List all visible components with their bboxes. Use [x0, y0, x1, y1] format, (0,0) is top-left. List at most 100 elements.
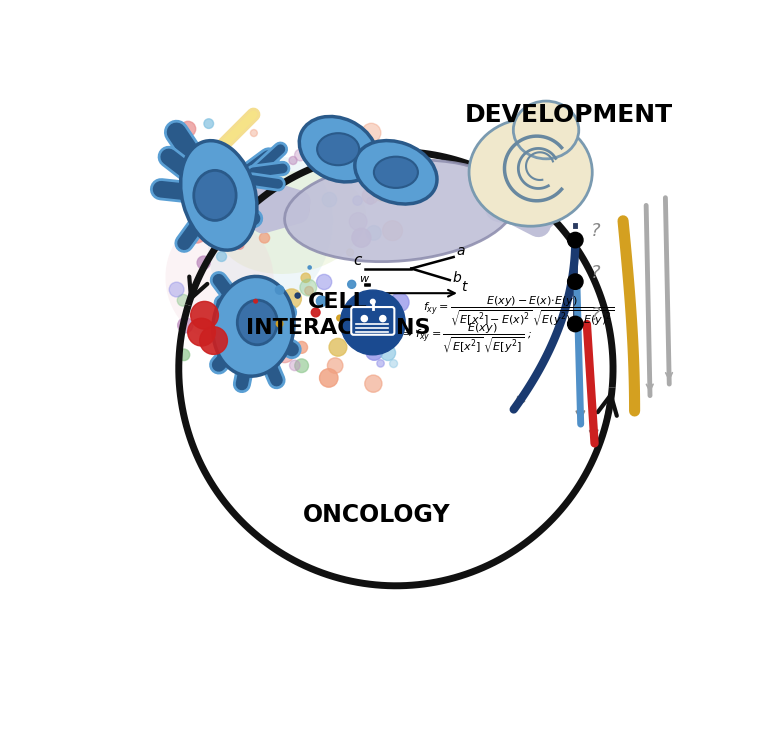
Circle shape [237, 210, 254, 226]
Circle shape [254, 299, 257, 303]
Circle shape [289, 360, 300, 371]
Ellipse shape [208, 157, 333, 310]
Circle shape [362, 123, 381, 142]
FancyBboxPatch shape [351, 307, 395, 335]
Circle shape [305, 286, 314, 295]
Circle shape [261, 356, 271, 365]
Ellipse shape [317, 133, 359, 165]
Circle shape [317, 296, 327, 307]
Circle shape [250, 174, 263, 187]
Circle shape [317, 274, 332, 290]
Circle shape [295, 149, 307, 161]
Circle shape [374, 185, 390, 201]
Circle shape [275, 285, 284, 294]
Circle shape [366, 343, 383, 361]
Text: a: a [456, 245, 464, 258]
Circle shape [322, 192, 337, 207]
Circle shape [250, 129, 257, 137]
Circle shape [217, 252, 226, 261]
Circle shape [344, 128, 356, 139]
Circle shape [187, 223, 207, 243]
Circle shape [177, 294, 189, 306]
Text: ?: ? [590, 264, 600, 282]
Circle shape [368, 333, 371, 337]
Circle shape [282, 289, 301, 308]
Circle shape [381, 345, 395, 361]
Circle shape [377, 360, 385, 367]
Circle shape [295, 359, 308, 372]
Ellipse shape [469, 118, 592, 226]
Circle shape [394, 161, 406, 174]
Circle shape [204, 119, 214, 128]
Ellipse shape [181, 141, 257, 250]
Text: ?: ? [590, 222, 600, 240]
Circle shape [180, 121, 196, 137]
Text: w: w [359, 274, 368, 285]
Circle shape [196, 216, 211, 231]
Circle shape [340, 290, 405, 355]
Circle shape [352, 228, 371, 247]
Ellipse shape [213, 277, 294, 376]
Ellipse shape [237, 300, 278, 345]
Circle shape [370, 293, 381, 304]
Circle shape [296, 342, 307, 353]
Circle shape [341, 312, 349, 320]
Circle shape [365, 375, 382, 392]
Text: $\Rightarrow\, f_{xy} = \dfrac{E(xy)}{\sqrt{E[x^2]}\,\sqrt{E[y^2]}}$ ;: $\Rightarrow\, f_{xy} = \dfrac{E(xy)}{\s… [399, 321, 532, 355]
Text: t: t [461, 280, 467, 294]
Circle shape [568, 274, 583, 289]
Text: ?: ? [590, 306, 600, 324]
Circle shape [295, 293, 300, 298]
Circle shape [361, 299, 366, 304]
Circle shape [353, 196, 362, 205]
Circle shape [178, 318, 193, 333]
Circle shape [276, 320, 283, 327]
Circle shape [362, 188, 378, 204]
Text: ONCOLOGY: ONCOLOGY [303, 503, 451, 527]
Circle shape [289, 156, 297, 164]
Circle shape [337, 315, 342, 321]
Circle shape [367, 226, 381, 240]
Ellipse shape [355, 141, 437, 204]
Circle shape [320, 369, 338, 387]
Circle shape [380, 315, 386, 322]
Circle shape [229, 355, 237, 364]
Ellipse shape [374, 157, 418, 188]
Text: $f_{xy} = \dfrac{E(xy)-E(x){\cdot}E(y)}{\sqrt{E[x^2]-E(x)^2}\,\sqrt{E(y^2)-E(y)^: $f_{xy} = \dfrac{E(xy)-E(x){\cdot}E(y)}{… [423, 294, 615, 328]
Circle shape [220, 160, 230, 170]
Circle shape [190, 301, 218, 329]
Circle shape [568, 232, 583, 247]
Circle shape [370, 299, 375, 304]
Circle shape [369, 182, 376, 189]
Circle shape [383, 220, 402, 241]
Circle shape [275, 343, 295, 363]
Circle shape [236, 349, 250, 362]
Circle shape [390, 293, 409, 312]
Circle shape [200, 327, 228, 354]
Circle shape [188, 318, 215, 346]
Circle shape [260, 233, 270, 243]
Text: CELL
INTERACTIONS: CELL INTERACTIONS [246, 291, 431, 338]
Text: c: c [353, 253, 362, 268]
Ellipse shape [193, 170, 236, 220]
Circle shape [361, 315, 367, 322]
Ellipse shape [300, 117, 377, 182]
Circle shape [348, 280, 356, 288]
Circle shape [311, 308, 320, 317]
Ellipse shape [165, 217, 274, 340]
Circle shape [349, 212, 367, 231]
Circle shape [178, 349, 190, 361]
Circle shape [308, 266, 311, 269]
Ellipse shape [217, 171, 366, 274]
Circle shape [250, 307, 271, 328]
Circle shape [235, 240, 244, 250]
Circle shape [169, 283, 184, 297]
Circle shape [328, 358, 343, 373]
Circle shape [180, 189, 190, 199]
Circle shape [197, 256, 211, 269]
Circle shape [300, 279, 317, 296]
Circle shape [367, 197, 374, 204]
Circle shape [293, 202, 309, 218]
Circle shape [389, 360, 398, 368]
Circle shape [301, 273, 310, 283]
